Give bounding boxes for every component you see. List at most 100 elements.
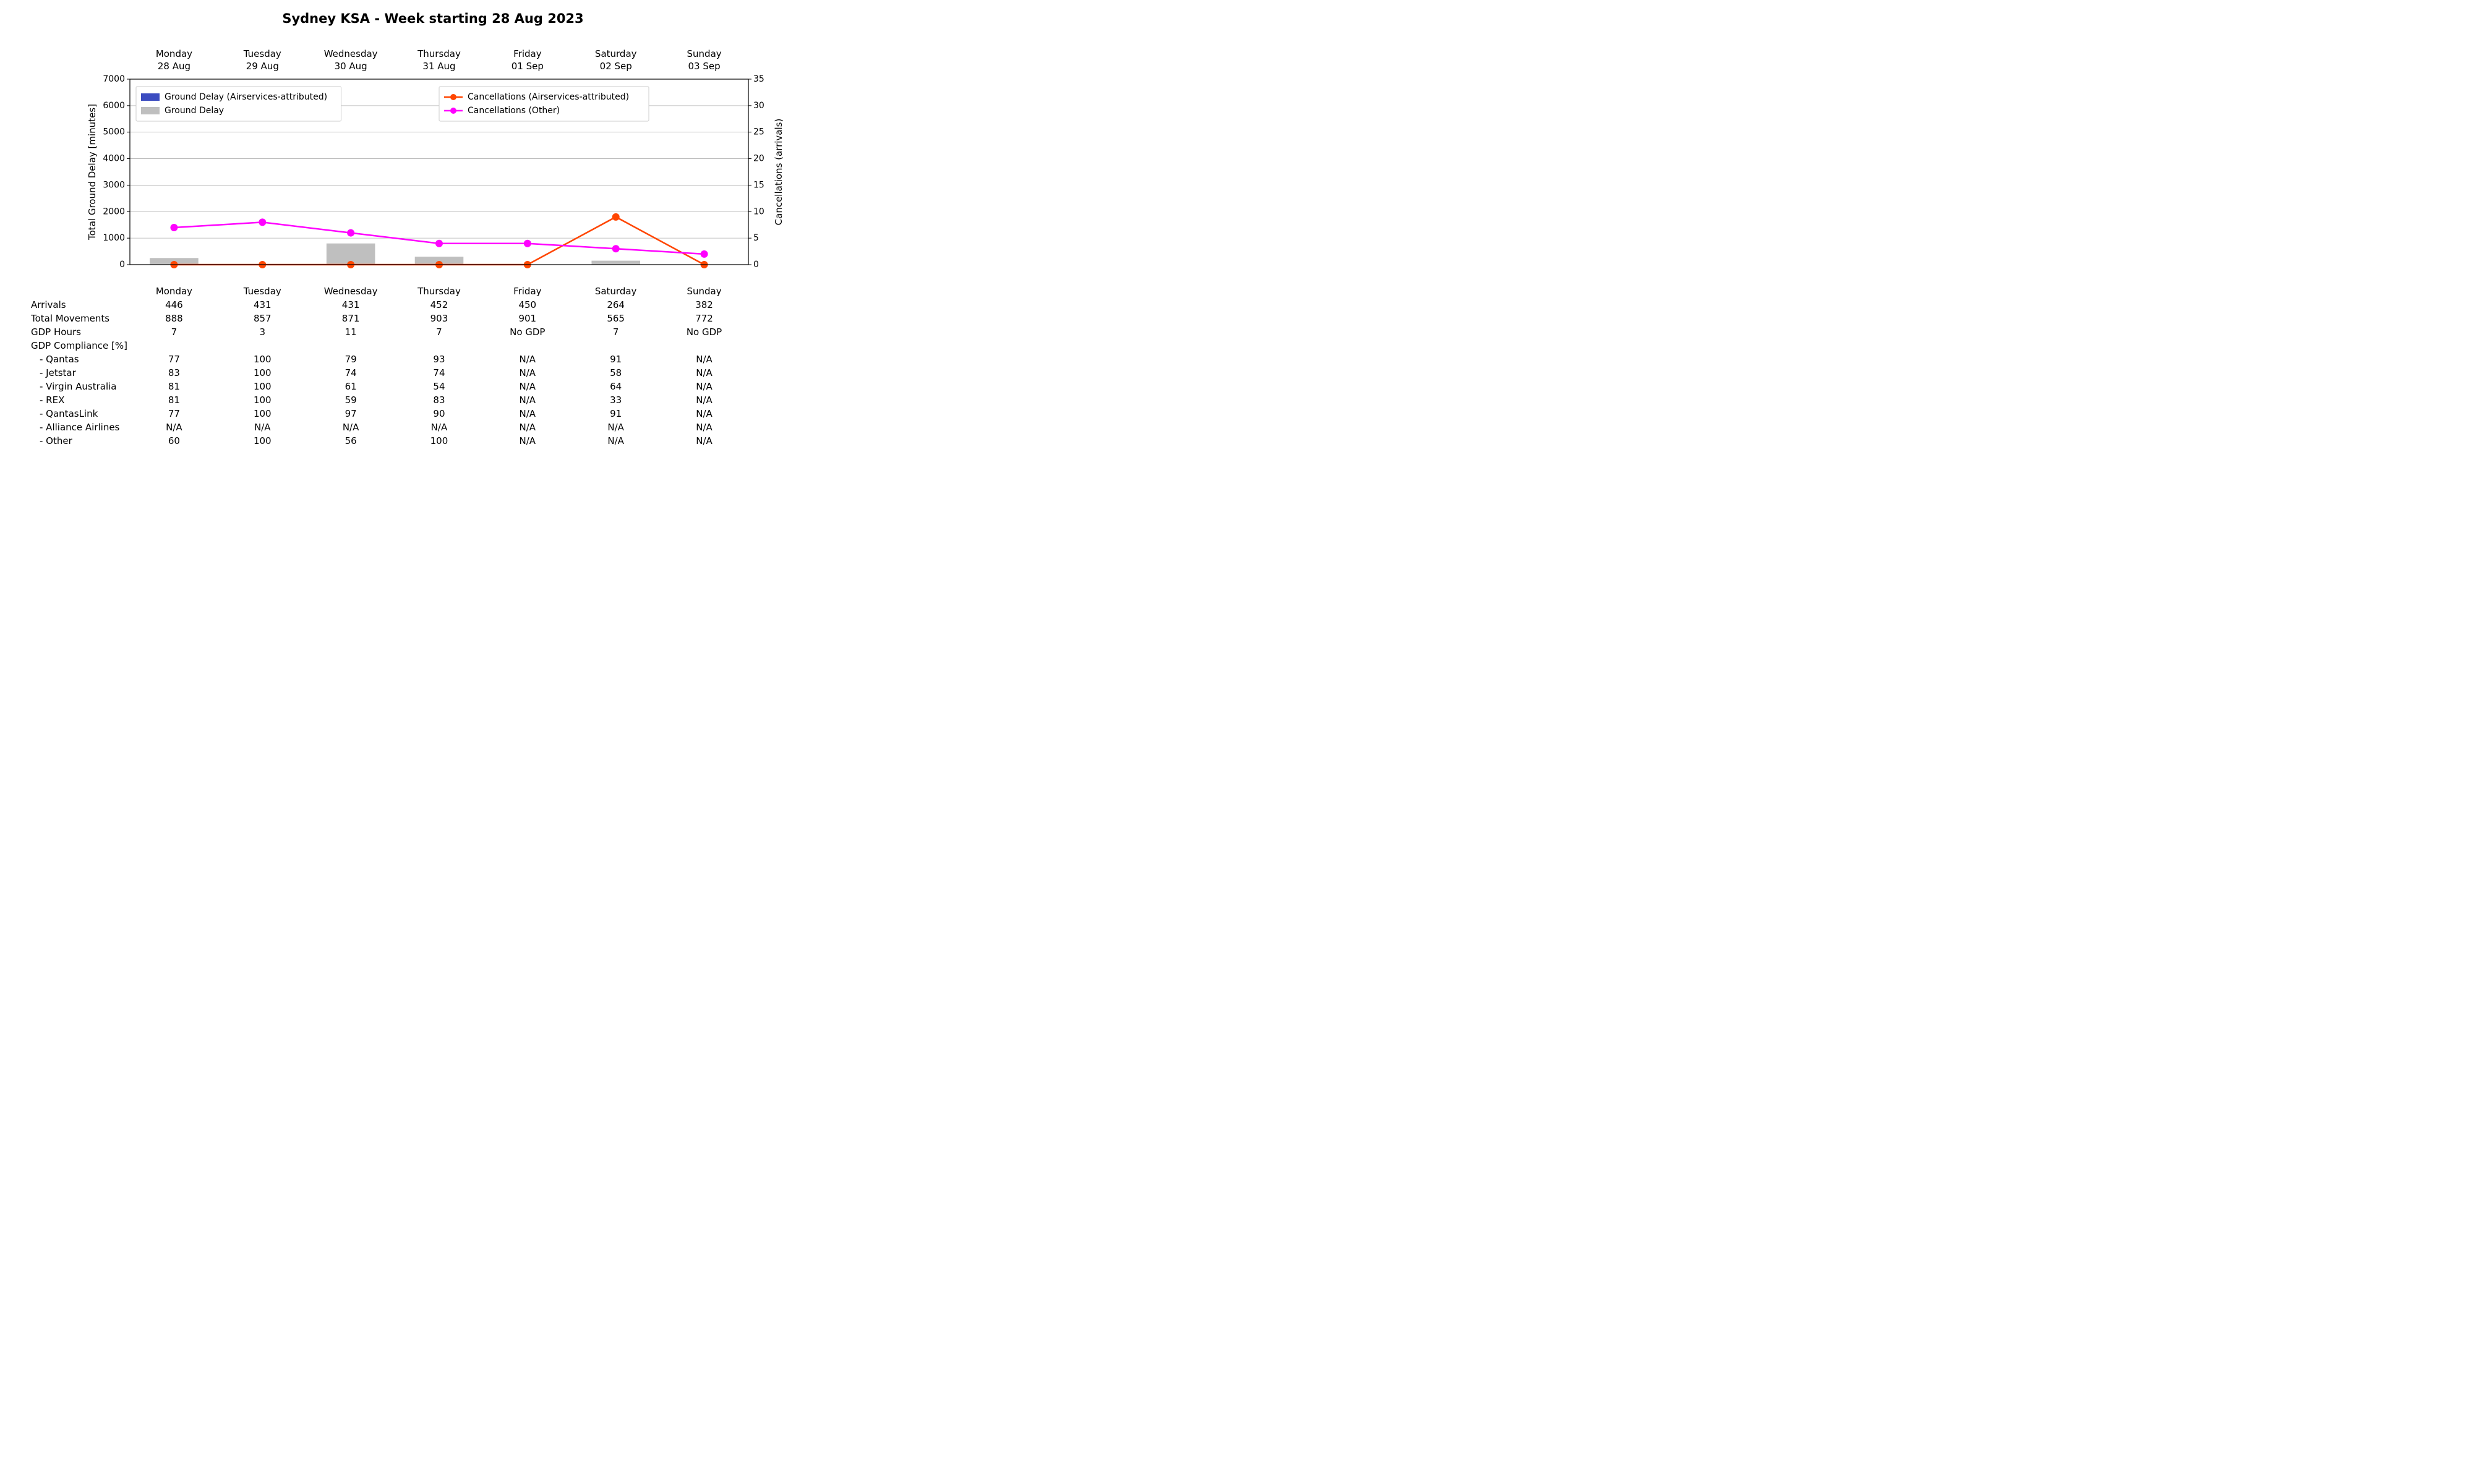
table-cell: N/A bbox=[660, 407, 748, 420]
table-cell: 100 bbox=[218, 380, 307, 393]
table-cell: 60 bbox=[130, 434, 218, 448]
table-row-label: - Qantas bbox=[31, 352, 130, 366]
table-cell: N/A bbox=[483, 420, 571, 434]
table-cell: 382 bbox=[660, 298, 748, 312]
legend: Ground Delay (Airservices-attributed)Gro… bbox=[136, 87, 341, 121]
table-cell: 3 bbox=[218, 325, 307, 339]
chart-day-label: Thursday31 Aug bbox=[395, 48, 484, 72]
y1-tick-label: 7000 bbox=[103, 74, 125, 84]
table-cell: 901 bbox=[483, 312, 571, 325]
marker bbox=[259, 218, 266, 226]
legend: Cancellations (Airservices-attributed) Ca… bbox=[439, 87, 649, 121]
table-header-cell: Friday bbox=[483, 284, 571, 298]
table-row: - Jetstar831007474N/A58N/A bbox=[31, 366, 748, 380]
table-cell: N/A bbox=[483, 393, 571, 407]
chart-day-date: 29 Aug bbox=[218, 61, 307, 73]
table-cell: N/A bbox=[571, 420, 660, 434]
table-cell: 54 bbox=[395, 380, 484, 393]
table-cell: N/A bbox=[307, 420, 395, 434]
legend-label: Ground Delay bbox=[165, 106, 224, 116]
y1-axis-label: Total Ground Delay [minutes] bbox=[87, 79, 99, 265]
chart-day-date: 28 Aug bbox=[130, 61, 218, 73]
table-cell: 857 bbox=[218, 312, 307, 325]
table-cell: 871 bbox=[307, 312, 395, 325]
table-header-cell: Tuesday bbox=[218, 284, 307, 298]
chart-day-label: Tuesday29 Aug bbox=[218, 48, 307, 72]
table-row-label: - Alliance Airlines bbox=[31, 420, 130, 434]
table-header-cell: Sunday bbox=[660, 284, 748, 298]
table-cell: N/A bbox=[660, 393, 748, 407]
table-header-cell: Thursday bbox=[395, 284, 484, 298]
chart-day-dow: Thursday bbox=[395, 48, 484, 61]
table-cell: 90 bbox=[395, 407, 484, 420]
table-cell bbox=[660, 339, 748, 352]
chart-day-label: Saturday02 Sep bbox=[571, 48, 660, 72]
table-row: - Qantas771007993N/A91N/A bbox=[31, 352, 748, 366]
table-row-label: Arrivals bbox=[31, 298, 130, 312]
table-cell: 772 bbox=[660, 312, 748, 325]
table-cell: 97 bbox=[307, 407, 395, 420]
table-cell: 100 bbox=[218, 393, 307, 407]
table-row: GDP Hours73117No GDP7No GDP bbox=[31, 325, 748, 339]
table-cell: 64 bbox=[571, 380, 660, 393]
legend-label: Cancellations (Airservices-attributed) bbox=[468, 92, 629, 102]
table-cell bbox=[571, 339, 660, 352]
table-cell: 7 bbox=[130, 325, 218, 339]
y2-tick-label: 15 bbox=[753, 180, 764, 190]
table-cell bbox=[483, 339, 571, 352]
y1-tick-label: 1000 bbox=[103, 233, 125, 243]
table-cell: N/A bbox=[483, 407, 571, 420]
table-cell: 91 bbox=[571, 407, 660, 420]
chart-day-dow: Tuesday bbox=[218, 48, 307, 61]
table-cell: N/A bbox=[571, 434, 660, 448]
table-row: Arrivals446431431452450264382 bbox=[31, 298, 748, 312]
chart-day-dow: Saturday bbox=[571, 48, 660, 61]
table-cell: 33 bbox=[571, 393, 660, 407]
chart-day-date: 01 Sep bbox=[483, 61, 571, 73]
table-header-cell: Saturday bbox=[571, 284, 660, 298]
marker bbox=[435, 240, 443, 247]
table-row: GDP Compliance [%] bbox=[31, 339, 748, 352]
table-cell: N/A bbox=[660, 434, 748, 448]
table-cell: N/A bbox=[483, 434, 571, 448]
table-row-label: - Virgin Australia bbox=[31, 380, 130, 393]
table-cell: 100 bbox=[218, 352, 307, 366]
chart-svg: 0100020003000400050006000700005101520253… bbox=[99, 79, 779, 265]
table-cell: 11 bbox=[307, 325, 395, 339]
y1-tick-label: 6000 bbox=[103, 101, 125, 111]
marker bbox=[347, 229, 354, 237]
table-cell: 61 bbox=[307, 380, 395, 393]
table-cell: 565 bbox=[571, 312, 660, 325]
table-cell: No GDP bbox=[483, 325, 571, 339]
table-row: - REX811005983N/A33N/A bbox=[31, 393, 748, 407]
table-header-cell: Wednesday bbox=[307, 284, 395, 298]
table-cell: 903 bbox=[395, 312, 484, 325]
table-cell: N/A bbox=[218, 420, 307, 434]
table-cell: 7 bbox=[571, 325, 660, 339]
table-cell bbox=[130, 339, 218, 352]
page-title: Sydney KSA - Week starting 28 Aug 2023 bbox=[0, 11, 866, 26]
table-cell: 100 bbox=[218, 434, 307, 448]
table-corner bbox=[31, 284, 130, 298]
marker bbox=[612, 245, 620, 252]
table-row: - Alliance AirlinesN/AN/AN/AN/AN/AN/AN/A bbox=[31, 420, 748, 434]
table-header-cell: Monday bbox=[130, 284, 218, 298]
table-cell: 83 bbox=[395, 393, 484, 407]
y2-tick-label: 10 bbox=[753, 207, 764, 216]
table-row-label: Total Movements bbox=[31, 312, 130, 325]
chart-day-label: Monday28 Aug bbox=[130, 48, 218, 72]
table-cell: 450 bbox=[483, 298, 571, 312]
table-row: - QantasLink771009790N/A91N/A bbox=[31, 407, 748, 420]
table-cell: 74 bbox=[395, 366, 484, 380]
table-cell: 452 bbox=[395, 298, 484, 312]
data-table: MondayTuesdayWednesdayThursdayFridaySatu… bbox=[31, 284, 748, 448]
table-row-label: - QantasLink bbox=[31, 407, 130, 420]
table-row-label: - Jetstar bbox=[31, 366, 130, 380]
table-cell: N/A bbox=[395, 420, 484, 434]
table-cell: 91 bbox=[571, 352, 660, 366]
table-cell: 888 bbox=[130, 312, 218, 325]
legend-label: Cancellations (Other) bbox=[468, 106, 560, 116]
table-cell: 77 bbox=[130, 407, 218, 420]
table-cell: 83 bbox=[130, 366, 218, 380]
table-cell: 79 bbox=[307, 352, 395, 366]
